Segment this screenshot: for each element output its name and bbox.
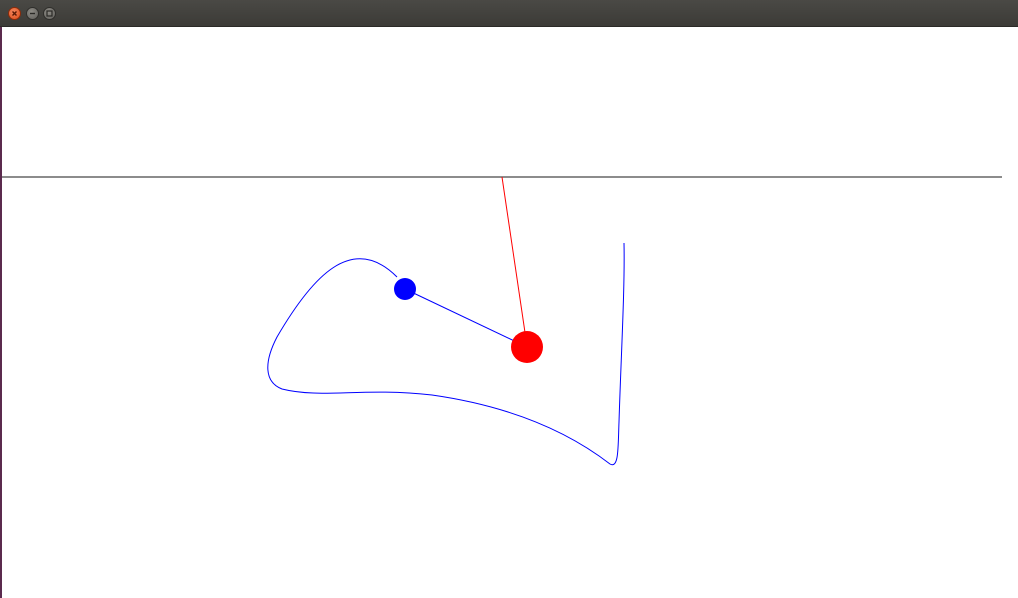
link-line [404, 288, 528, 348]
rope-line [501, 176, 528, 347]
maximize-icon [46, 10, 53, 17]
close-icon [12, 11, 17, 16]
close-button[interactable] [8, 7, 21, 20]
minimize-button[interactable] [26, 7, 39, 20]
simulation-canvas[interactable] [2, 27, 1018, 598]
window-left-border [0, 27, 2, 598]
trajectory-curve [267, 242, 625, 466]
small-mass[interactable] [394, 278, 416, 300]
large-mass[interactable] [511, 331, 543, 363]
maximize-button[interactable] [43, 7, 56, 20]
minimize-icon [30, 12, 35, 15]
title-bar[interactable] [0, 0, 1018, 27]
